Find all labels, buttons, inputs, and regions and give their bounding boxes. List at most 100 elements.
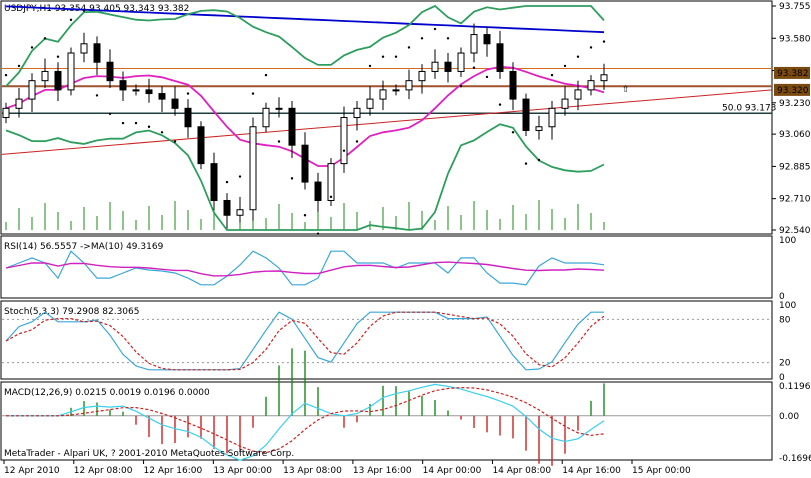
candle-bear bbox=[444, 61, 452, 72]
candle-bear bbox=[223, 200, 231, 216]
macd-plot[interactable] bbox=[2, 348, 772, 466]
sar-dot bbox=[472, 66, 476, 69]
candle-bear bbox=[496, 43, 504, 72]
macd-label: -0.1696 bbox=[779, 454, 811, 464]
time-label: 14 Apr 00:00 bbox=[423, 466, 482, 476]
macd-axis: 0.1196 0.00 -0.1696 bbox=[779, 382, 811, 464]
tag-brown-bg bbox=[774, 83, 810, 96]
candle-bull bbox=[353, 107, 361, 119]
arrow-up-icon: ⇧ bbox=[622, 85, 630, 95]
time-label: 12 Apr 2010 bbox=[4, 466, 60, 476]
stoch-label: 0 bbox=[779, 373, 785, 383]
sar-dot bbox=[433, 27, 437, 31]
candle-bear bbox=[522, 98, 530, 131]
sar-dot bbox=[108, 112, 112, 116]
candle-bull bbox=[275, 107, 283, 110]
sar-dot bbox=[563, 64, 567, 68]
tag-current-bg bbox=[774, 66, 810, 79]
candle-bear bbox=[93, 43, 101, 63]
candle-bear bbox=[54, 70, 62, 91]
candle-bear bbox=[210, 163, 218, 202]
time-label: 15 Apr 00:00 bbox=[632, 466, 691, 476]
sar-dot bbox=[134, 121, 138, 125]
macd-panel[interactable]: MACD(12,26,9) 0.0215 0.0019 0.0196 0.000… bbox=[0, 348, 811, 466]
candle-bull bbox=[392, 89, 400, 92]
candle-bear bbox=[171, 98, 179, 109]
rsi-panel[interactable]: RSI(14) 56.5557 ->MA(10) 49.3169 100 0 bbox=[0, 235, 796, 302]
sar-dot bbox=[264, 73, 268, 77]
candle-bear bbox=[158, 93, 166, 100]
candle-bull bbox=[327, 163, 335, 202]
candles bbox=[2, 23, 608, 229]
time-label: 12 Apr 16:00 bbox=[144, 466, 203, 476]
rsi-axis: 100 0 bbox=[779, 236, 796, 302]
time-label: 13 Apr 08:00 bbox=[283, 466, 342, 476]
sar-dot bbox=[290, 177, 294, 180]
sar-dot bbox=[498, 103, 502, 106]
price-label: 93.580 bbox=[779, 34, 811, 44]
rsi-plot[interactable] bbox=[5, 250, 605, 286]
candle-bull bbox=[574, 89, 582, 100]
candle-bear bbox=[288, 107, 296, 146]
sar-dot bbox=[212, 166, 216, 169]
candle-bull bbox=[587, 80, 595, 91]
rsi-line bbox=[5, 250, 605, 286]
price-tags: 93.382 93.320 bbox=[774, 66, 810, 96]
candle-bear bbox=[301, 144, 309, 183]
stoch-plot[interactable] bbox=[2, 311, 772, 371]
candle-bull bbox=[236, 209, 244, 216]
stoch-main-line bbox=[5, 311, 604, 371]
copyright-text: MetaTrader - Alpari UK, ? 2001-2010 Meta… bbox=[4, 449, 294, 459]
sar-dot bbox=[602, 40, 606, 43]
sar-dot bbox=[524, 162, 528, 165]
sar-dot bbox=[576, 55, 580, 58]
stoch-panel[interactable]: Stoch(5,3,3) 79.2908 82.3065 100 80 20 0 bbox=[0, 300, 796, 383]
stoch-axis: 100 80 20 0 bbox=[779, 301, 796, 383]
candle-bull bbox=[431, 61, 439, 72]
candle-bear bbox=[184, 107, 192, 128]
candle-bull bbox=[249, 126, 257, 211]
sar-dot bbox=[355, 140, 359, 143]
ma-long-line bbox=[5, 5, 605, 34]
sar-dot bbox=[17, 64, 21, 68]
sar-dot bbox=[381, 55, 385, 58]
candle-bear bbox=[314, 181, 322, 202]
price-label: 92.540 bbox=[779, 226, 811, 236]
sar-dot bbox=[511, 131, 515, 134]
stoch-header: Stoch(5,3,3) 79.2908 82.3065 bbox=[4, 307, 139, 317]
main-panel-frame bbox=[0, 0, 773, 235]
bollinger-upper bbox=[5, 4, 605, 87]
rsi-label: 100 bbox=[779, 236, 796, 246]
candle-bull bbox=[15, 98, 23, 109]
rsi-panel-frame bbox=[0, 235, 773, 299]
sar-dot bbox=[589, 46, 593, 49]
time-label: 13 Apr 00:00 bbox=[213, 466, 272, 476]
stoch-label: 100 bbox=[779, 301, 796, 311]
candle-bull bbox=[548, 107, 556, 128]
candle-bull bbox=[366, 98, 374, 109]
sar-dot bbox=[56, 55, 60, 58]
sar-dot bbox=[342, 149, 346, 152]
candle-bear bbox=[106, 61, 114, 82]
macd-header: MACD(12,26,9) 0.0215 0.0019 0.0196 0.000… bbox=[4, 388, 210, 398]
candle-bull bbox=[405, 80, 413, 91]
candle-bull bbox=[28, 80, 36, 100]
sar-dot bbox=[238, 175, 242, 178]
sar-dot bbox=[173, 140, 177, 143]
stoch-label: 80 bbox=[779, 315, 791, 325]
candle-bull bbox=[41, 70, 49, 82]
price-label: 92.710 bbox=[779, 195, 811, 205]
main-panel[interactable]: USDJPY,H1 93.354 93.405 93.343 93.382 93… bbox=[0, 0, 811, 236]
sar-dot bbox=[329, 195, 333, 199]
price-label: 93.230 bbox=[779, 99, 811, 109]
main-header: USDJPY,H1 93.354 93.405 93.343 93.382 bbox=[4, 4, 189, 14]
candle-bull bbox=[340, 117, 348, 165]
sar-dot bbox=[485, 75, 489, 79]
main-plot-area[interactable]: 50.0 93.173 ⇧ bbox=[1, 4, 776, 235]
volume-bars bbox=[5, 200, 605, 230]
sar-dot bbox=[407, 46, 411, 49]
candle-bull bbox=[262, 107, 270, 128]
sar-dot bbox=[43, 37, 47, 40]
stoch-signal-line bbox=[5, 311, 605, 371]
